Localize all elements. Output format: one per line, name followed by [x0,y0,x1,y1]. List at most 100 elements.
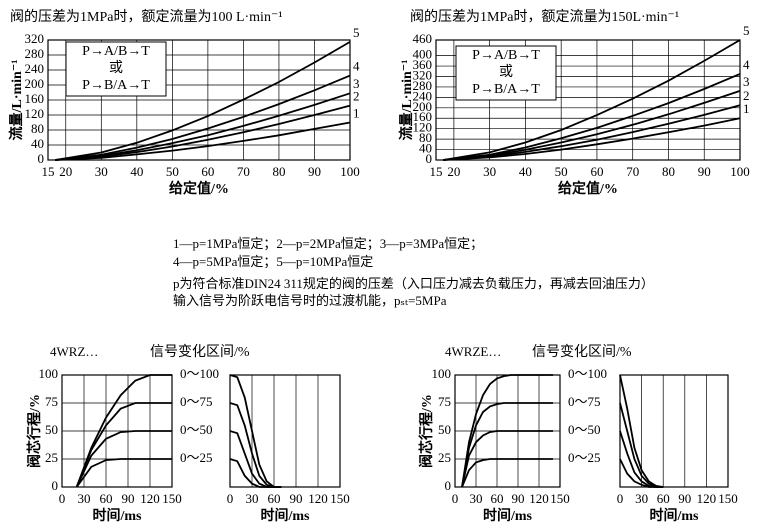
y-tick-label: 80 [31,121,44,136]
x-tick-label: 150 [162,491,182,506]
y-tick-label: 80 [419,130,432,145]
curve [619,458,664,488]
y-tick-label: 25 [438,450,451,465]
annotation: P→A/B→T [82,44,150,59]
curve [229,458,282,488]
chart-title: 阀的压差为1MPa时，额定流量为150L·min⁻¹ [410,9,679,25]
y-tick-label: 320 [413,68,433,83]
annotation: P→A/B→T [472,48,540,63]
curve-label: 0～50 [568,422,601,437]
y-axis-label: 阀芯行程/% [26,394,43,468]
curve [55,104,351,161]
x-tick-label: 0 [59,491,66,506]
model-label: 4WRZE… [445,344,501,359]
y-tick-label: 240 [413,88,433,103]
y-tick-label: 160 [413,109,433,124]
y-tick-label: 50 [45,422,58,437]
model-label: 4WRZ… [50,344,98,359]
x-tick-label: 60 [657,491,670,506]
x-tick-label: 50 [166,164,179,179]
x-tick-label: 120 [140,491,160,506]
x-axis-label: 给定值/% [558,180,618,197]
curve [229,430,282,488]
x-tick-label: 40 [519,164,532,179]
y-tick-label: 75 [438,394,451,409]
x-tick-label: 60 [590,164,603,179]
curve-label: 2 [743,88,750,103]
x-axis-label: 时间/ms [483,507,533,524]
y-tick-label: 460 [413,31,433,46]
curve-label: 0～50 [180,422,213,437]
curve-label: 4 [353,59,360,74]
chart-title: 信号变化区间/% [150,344,250,360]
x-tick-label: 90 [512,491,525,506]
curve [75,374,172,488]
x-tick-label: 50 [555,164,568,179]
curve [54,41,351,161]
x-tick-label: 80 [272,164,285,179]
y-tick-label: 50 [438,422,451,437]
y-tick-label: 40 [419,141,432,156]
y-tick-label: 200 [413,99,433,114]
note: 4—p=5MPa恒定；5—p=10MPa恒定 [173,254,373,270]
y-tick-label: 0 [52,478,59,493]
y-tick-label: 320 [25,31,45,46]
x-tick-label: 100 [730,164,750,179]
annotation: 或 [109,60,123,76]
curve-label: 5 [353,25,360,40]
curve [443,90,741,161]
legend-box [65,41,167,97]
y-tick-label: 100 [39,366,59,381]
x-tick-label: 150 [550,491,570,506]
curve [54,74,351,161]
x-tick-label: 30 [483,164,496,179]
x-tick-label: 60 [100,491,113,506]
x-tick-label: 90 [290,491,303,506]
x-tick-label: 90 [678,491,691,506]
curve [461,430,553,488]
curve [229,374,282,488]
x-tick-label: 70 [626,164,639,179]
x-tick-label: 150 [330,491,350,506]
y-tick-label: 0 [445,478,452,493]
note: 1—p=1MPa恒定；2—p=2MPa恒定；3—p=3MPa恒定； [173,236,483,252]
y-axis-label: 阀芯行程/% [418,394,435,468]
chart-title: 阀的压差为1MPa时，额定流量为100 L·min⁻¹ [10,9,283,25]
curve-label: 1 [353,105,360,120]
legend-box [455,45,557,101]
curve-label: 3 [353,76,360,91]
x-tick-label: 20 [447,164,460,179]
x-tick-label: 15 [42,164,55,179]
curve-label: 0～100 [568,366,607,381]
plot-frame [619,374,729,488]
y-tick-label: 120 [413,120,433,135]
y-tick-label: 240 [25,61,45,76]
curve-label: 4 [743,57,750,72]
curve [461,402,553,488]
x-tick-label: 150 [718,491,738,506]
x-tick-label: 30 [635,491,648,506]
y-tick-label: 360 [413,57,433,72]
x-tick-label: 90 [122,491,135,506]
x-tick-label: 120 [697,491,717,506]
curve [443,39,741,161]
curve [443,73,741,161]
x-tick-label: 60 [491,491,504,506]
y-tick-label: 280 [413,78,433,93]
x-tick-label: 0 [452,491,459,506]
curve [75,402,172,488]
note: p为符合标准DIN24 311规定的阀的压差（入口压力减去负载压力，再减去回油压… [173,276,654,291]
x-tick-label: 0 [617,491,624,506]
annotation: P→B/A→T [82,78,150,93]
x-tick-label: 30 [470,491,483,506]
x-axis-label: 时间/ms [93,507,143,524]
curve-label: 0～75 [180,394,213,409]
curve-label: 3 [743,74,750,89]
plot-frame [47,39,351,161]
curve-label: 0～100 [180,366,219,381]
curve-label: 0～25 [568,450,601,465]
curve [461,374,553,488]
x-tick-label: 60 [268,491,281,506]
annotation: 或 [499,64,513,80]
curve [619,374,664,488]
